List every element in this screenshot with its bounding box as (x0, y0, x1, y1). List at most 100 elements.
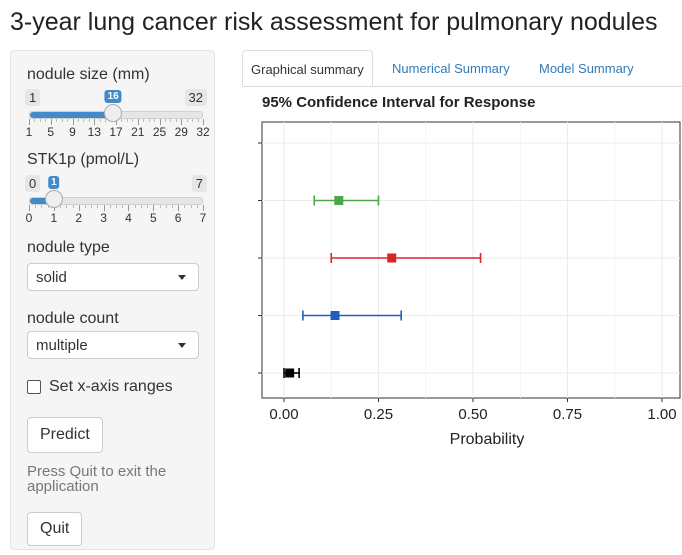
slider-track[interactable] (29, 197, 203, 205)
chart-title: 95% Confidence Interval for Response (262, 94, 536, 111)
slider-minor-tick (83, 119, 85, 122)
slider-tick (178, 205, 180, 211)
slider-tick (50, 119, 52, 125)
x-tick-label: 0.50 (458, 406, 487, 423)
nodule-count-label: nodule count (27, 310, 119, 327)
slider-minor-tick (105, 119, 107, 122)
slider-tick (94, 119, 96, 125)
slider-tick-label: 21 (131, 125, 145, 139)
slider-minor-tick (190, 205, 192, 208)
quit-button[interactable]: Quit (27, 512, 83, 546)
slider-tick (78, 205, 80, 211)
nodule-size-label: nodule size (mm) (27, 66, 150, 83)
slider-tick (29, 119, 30, 125)
slider-ticks (29, 205, 204, 213)
slider-minor-tick (164, 119, 166, 122)
slider-tick (53, 205, 55, 211)
slider-tick-label: 32 (196, 125, 210, 139)
slider-minor-tick (184, 205, 186, 208)
slider-tick-label: 13 (87, 125, 101, 139)
slider-minor-tick (171, 205, 173, 208)
slider-tick (159, 119, 161, 125)
slider-tick-label: 29 (174, 125, 188, 139)
slider-tick-label: 1 (50, 211, 58, 225)
nodule-count-value: multiple (36, 337, 88, 354)
tab-divider (242, 86, 682, 87)
slider-tick (29, 205, 30, 211)
slider-tick (153, 205, 155, 211)
slider-minor-tick (148, 119, 150, 122)
slider-minor-tick (196, 205, 198, 208)
slider-tick (128, 205, 130, 211)
slider-minor-tick (61, 119, 63, 122)
slider-fill (30, 198, 55, 204)
slider-tick-label: 5 (47, 125, 55, 139)
slider-tick-label: 2 (75, 211, 83, 225)
x-axis-label: Probability (450, 431, 525, 448)
nodule-type-label: nodule type (27, 239, 110, 256)
x-axis-range-checkbox-row[interactable]: Set x-axis ranges (27, 378, 173, 396)
slider-tick-label: 9 (69, 125, 76, 139)
slider-minor-tick (34, 119, 36, 122)
slider-handle[interactable] (104, 104, 123, 122)
slider-minor-tick (77, 119, 79, 122)
slider-minor-tick (186, 119, 188, 122)
slider-minor-tick (134, 205, 136, 208)
slider-minor-tick (192, 119, 194, 122)
nodule-count-select[interactable]: multiple (27, 331, 199, 359)
slider-minor-tick (97, 205, 99, 208)
slider-minor-tick (91, 205, 93, 208)
predict-button[interactable]: Predict (27, 417, 103, 453)
slider-minor-tick (67, 119, 69, 122)
slider-minor-tick (132, 119, 134, 122)
slider-minor-tick (88, 119, 90, 122)
slider-tick-labels: 1 5 9 13 17 21 25 29 32 (26, 125, 210, 139)
slider-minor-tick (147, 205, 149, 208)
chevron-down-icon (178, 343, 186, 348)
chevron-down-icon (178, 275, 186, 280)
x-tick-label: 0.75 (553, 406, 582, 423)
slider-min-label: 1 (25, 89, 41, 106)
x-axis-range-checkbox[interactable] (27, 380, 41, 394)
slider-tick-label: 6 (174, 211, 182, 225)
slider-minor-tick (197, 119, 199, 122)
stk1p-label: STK1p (pmol/L) (27, 151, 140, 168)
slider-tick (181, 119, 183, 125)
slider-value-label: 1 (48, 176, 60, 189)
slider-minor-tick (99, 119, 101, 122)
slider-tick (116, 119, 117, 125)
nodule-size-slider[interactable]: 1 32 16 1 5 9 13 17 21 25 29 32 (25, 89, 210, 145)
slider-minor-tick (175, 119, 177, 122)
app-title: 3-year lung cancer risk assessment for p… (10, 8, 658, 36)
tab-numerical-summary[interactable]: Numerical Summary (392, 61, 510, 76)
slider-tick-label: 0 (25, 211, 33, 225)
slider-tick (103, 205, 105, 211)
x-tick-label: 0.00 (269, 406, 298, 423)
estimate-point (387, 253, 397, 263)
x-tick-label: 0.25 (364, 406, 393, 423)
estimate-point (334, 196, 344, 205)
slider-minor-tick (72, 205, 74, 208)
slider-handle[interactable] (44, 190, 63, 208)
slider-minor-tick (154, 119, 156, 122)
slider-minor-tick (41, 205, 43, 208)
plot-panel (261, 121, 681, 399)
nodule-type-select[interactable]: solid (27, 263, 199, 291)
tab-model-summary[interactable]: Model Summary (539, 61, 634, 76)
slider-minor-tick (140, 205, 142, 208)
slider-minor-tick (45, 119, 47, 122)
quit-help-text: Press Quit to exit the application (27, 463, 167, 495)
estimate-point (330, 311, 340, 320)
slider-tick-label: 5 (149, 211, 157, 225)
slider-tick (203, 119, 204, 125)
slider-minor-tick (56, 119, 58, 122)
slider-tick-labels: 0 1 2 3 4 5 6 7 (25, 211, 207, 225)
slider-minor-tick (116, 205, 117, 208)
slider-max-label: 7 (191, 175, 207, 192)
slider-minor-tick (84, 205, 86, 208)
x-axis-range-label: Set x-axis ranges (49, 378, 173, 395)
slider-minor-tick (165, 205, 167, 208)
tab-graphical-summary[interactable]: Graphical summary (242, 50, 373, 86)
